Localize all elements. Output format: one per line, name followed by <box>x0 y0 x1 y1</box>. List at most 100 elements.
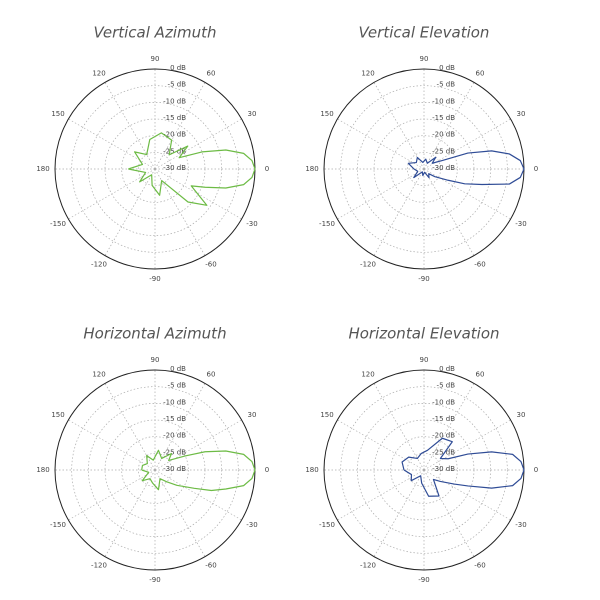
angle-tick-label: 150 <box>51 110 64 118</box>
angle-tick-label: 120 <box>361 70 374 78</box>
grid-ring <box>71 85 239 253</box>
angle-tick-label: 120 <box>361 371 374 379</box>
angle-tick-label: 180 <box>305 466 318 474</box>
radial-tick-label: -20 dB <box>432 432 455 440</box>
angle-tick-label: -30 <box>246 220 257 228</box>
angle-tick-label: -150 <box>319 521 335 529</box>
grid-ring <box>373 419 475 521</box>
grid-ring <box>406 151 442 187</box>
grid-ring <box>137 151 173 187</box>
angle-tick-label: 180 <box>36 165 49 173</box>
angle-tick-label: 60 <box>207 70 216 78</box>
radial-tick-label: -30 dB <box>163 465 186 473</box>
chart-title: Horizontal Azimuth <box>83 325 226 343</box>
radial-tick-label: -15 dB <box>432 415 455 423</box>
grid-ring <box>137 452 173 488</box>
angle-tick-label: -90 <box>149 576 160 584</box>
angle-tick-label: 120 <box>92 70 105 78</box>
spoke <box>154 82 206 170</box>
radial-tick-label: 0 dB <box>170 365 186 373</box>
angle-tick-label: 60 <box>476 70 485 78</box>
angle-tick-label: 180 <box>36 466 49 474</box>
grid-ring <box>356 101 492 237</box>
radial-tick-label: -5 dB <box>437 81 456 89</box>
spoke <box>104 383 156 471</box>
radial-tick-label: 0 dB <box>439 64 455 72</box>
pattern-line <box>407 150 525 186</box>
spoke <box>423 469 475 557</box>
grid-ring <box>356 402 492 538</box>
spoke <box>154 168 206 256</box>
angle-tick-label: 60 <box>476 371 485 379</box>
angle-tick-label: -30 <box>515 521 526 529</box>
radial-tick-label: -25 dB <box>432 448 455 456</box>
spoke <box>104 82 156 170</box>
angle-tick-label: 30 <box>517 411 526 419</box>
angle-tick-label: -150 <box>50 521 66 529</box>
grid-ring <box>71 386 239 554</box>
angle-tick-label: 90 <box>420 55 429 63</box>
radial-tick-label: -10 dB <box>432 97 455 105</box>
grid-ring <box>373 118 475 220</box>
grid-ring <box>104 419 206 521</box>
radial-tick-label: -15 dB <box>163 415 186 423</box>
radial-tick-label: -25 dB <box>432 147 455 155</box>
spoke <box>154 469 206 557</box>
spoke <box>373 383 425 471</box>
spoke <box>423 383 475 471</box>
radial-tick-label: -10 dB <box>163 398 186 406</box>
grid-ring <box>340 85 508 253</box>
spoke <box>423 469 511 521</box>
angle-tick-label: -60 <box>474 260 485 268</box>
angle-tick-label: 0 <box>265 466 269 474</box>
angle-tick-label: 120 <box>92 371 105 379</box>
angle-tick-label: 150 <box>51 411 64 419</box>
angle-tick-label: 90 <box>420 356 429 364</box>
angle-tick-label: 0 <box>265 165 269 173</box>
radial-tick-label: -25 dB <box>163 147 186 155</box>
spoke <box>423 82 475 170</box>
grid-ring <box>87 402 223 538</box>
radial-tick-label: -30 dB <box>432 465 455 473</box>
angle-tick-label: 150 <box>320 411 333 419</box>
spoke <box>373 82 425 170</box>
angle-tick-label: 150 <box>320 110 333 118</box>
radial-tick-label: -5 dB <box>437 382 456 390</box>
angle-tick-label: -60 <box>474 561 485 569</box>
spoke <box>373 469 425 557</box>
chart-title: Vertical Elevation <box>359 24 490 42</box>
spoke <box>104 469 156 557</box>
grid-ring <box>406 452 442 488</box>
angle-tick-label: -120 <box>360 561 376 569</box>
chart-title: Vertical Azimuth <box>93 24 216 42</box>
angle-tick-label: 0 <box>534 165 538 173</box>
spoke <box>104 168 156 256</box>
spoke <box>154 469 242 521</box>
angle-tick-label: -150 <box>319 220 335 228</box>
radial-tick-label: -20 dB <box>432 131 455 139</box>
angle-tick-label: 30 <box>248 110 257 118</box>
radial-tick-label: -20 dB <box>163 131 186 139</box>
radial-tick-label: -10 dB <box>163 97 186 105</box>
radial-tick-label: 0 dB <box>439 365 455 373</box>
spoke <box>373 168 425 256</box>
spoke <box>154 383 206 471</box>
angle-tick-label: -60 <box>205 561 216 569</box>
spoke <box>423 168 475 256</box>
grid-ring <box>390 436 458 504</box>
pattern-line <box>141 449 256 492</box>
angle-tick-label: -30 <box>246 521 257 529</box>
angle-tick-label: 0 <box>534 466 538 474</box>
angle-tick-label: -120 <box>91 260 107 268</box>
pattern-line <box>401 437 525 497</box>
angle-tick-label: 180 <box>305 165 318 173</box>
grid-ring <box>340 386 508 554</box>
grid-ring <box>121 436 189 504</box>
radial-tick-label: -30 dB <box>163 164 186 172</box>
radial-tick-label: 0 dB <box>170 64 186 72</box>
angle-tick-label: -60 <box>205 260 216 268</box>
radial-tick-label: -5 dB <box>168 382 187 390</box>
angle-tick-label: 90 <box>151 55 160 63</box>
radial-tick-label: -10 dB <box>432 398 455 406</box>
